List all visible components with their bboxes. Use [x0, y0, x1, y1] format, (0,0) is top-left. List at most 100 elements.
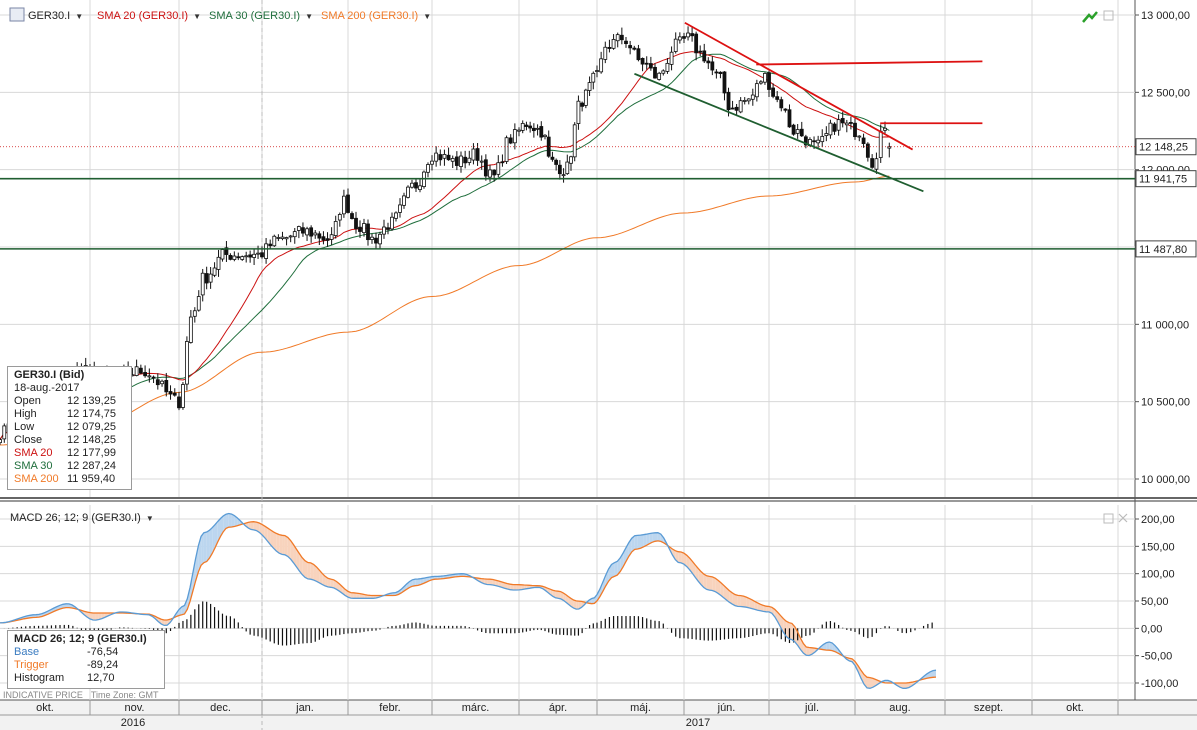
candle-body [406, 186, 410, 198]
month-label: júl. [804, 702, 819, 714]
macd-maximize-icon[interactable] [1103, 513, 1114, 524]
candle-body [787, 109, 792, 128]
sma200-label: SMA 200 (GER30.I) [321, 10, 419, 22]
candle-body [673, 38, 678, 52]
candle-body [256, 252, 260, 255]
macd-axis-label: -100,00 [1141, 678, 1178, 690]
candle-body [561, 174, 566, 177]
macd-fill-segment [307, 562, 311, 580]
candle-body [576, 100, 581, 124]
candle-body [342, 195, 346, 215]
macd-fill-segment [279, 534, 283, 555]
month-label: okt. [36, 702, 54, 714]
candle-body [746, 98, 751, 102]
candle-body [414, 182, 418, 189]
candle-body [378, 233, 382, 245]
macd-fill-segment [513, 584, 517, 591]
macd-histogram-group [3, 601, 933, 646]
macd-fill-segment [640, 534, 644, 549]
candle-body [488, 169, 492, 178]
macd-fill-segment [657, 532, 661, 542]
macd-fill-segment [754, 601, 758, 611]
cfd-logo-icon [9, 7, 25, 22]
month-label: dec. [210, 702, 231, 714]
info-row-low: Low 12 079,25 [14, 421, 116, 433]
macd-fill-segment [284, 535, 288, 557]
candle-body [386, 227, 390, 230]
candle-body [878, 130, 883, 158]
macd-fill-segment [597, 589, 600, 601]
candle-body [143, 372, 147, 377]
sma20-indicator-selector[interactable]: SMA 20 (GER30.I) ▼ [97, 10, 201, 22]
macd-fill-segment [873, 678, 876, 688]
candle-body [587, 82, 592, 91]
candle-body [292, 231, 297, 238]
candle-body [539, 126, 544, 138]
sma30-indicator-selector[interactable]: SMA 30 (GER30.I) ▼ [209, 10, 313, 22]
macd-fill-segment [333, 579, 337, 590]
macd-fill-segment [834, 645, 838, 654]
panel-maximize-icon[interactable] [1103, 10, 1114, 21]
macd-fill-segment [723, 585, 727, 601]
candle-body [232, 255, 237, 260]
candle-body [301, 227, 305, 234]
macd-fill-segment [672, 548, 676, 560]
candle-body [742, 100, 747, 102]
macd-fill-segment [305, 560, 308, 579]
macd-indicator-selector[interactable]: MACD 26; 12; 9 (GER30.I) ▼ [10, 512, 154, 524]
macd-fill-segment [484, 578, 488, 585]
macd-fill-segment [322, 573, 326, 586]
candle-body [329, 234, 334, 240]
candle-body [767, 72, 771, 90]
macd-close-icon[interactable] [1118, 513, 1128, 523]
macd-fill-segment [299, 553, 303, 575]
macd-fill-segment [712, 576, 716, 592]
macd-fill-segment [777, 612, 781, 627]
macd-fill-segment [715, 578, 718, 594]
candle-body [500, 161, 505, 164]
macd-fill-segment [643, 534, 647, 547]
candle-body [181, 384, 185, 408]
candle-body [276, 237, 281, 239]
macd-fill-segment [228, 513, 232, 528]
candle-body [164, 379, 169, 393]
candle-body [874, 158, 879, 170]
sma200-indicator-selector[interactable]: SMA 200 (GER30.I) ▼ [321, 10, 431, 22]
candle-body [296, 226, 301, 231]
macd-fill-segment [487, 579, 490, 585]
candle-body [147, 375, 152, 378]
candle-body [434, 152, 439, 162]
month-label: márc. [462, 702, 490, 714]
candle-body [366, 223, 370, 241]
candle-body [268, 243, 273, 247]
candle-body [450, 158, 455, 162]
macd-fill-segment [412, 579, 416, 587]
candle-body [832, 123, 837, 132]
macd-fill-segment [703, 574, 707, 590]
candle-body [677, 36, 682, 41]
macd-fill-segment [760, 604, 764, 612]
candle-body [883, 127, 887, 131]
instrument-selector[interactable]: GER30.I ▼ [28, 10, 83, 22]
macd-fill-segment [678, 551, 682, 563]
macd-fill-segment [316, 566, 320, 583]
candle-body [615, 34, 620, 42]
macd-fill-segment [749, 598, 752, 609]
candle-body [354, 217, 358, 229]
candle-body [374, 237, 378, 244]
macd-fill-segment [631, 535, 635, 552]
price-axis-label: 11 000,00 [1141, 319, 1189, 331]
macd-fill-segment [290, 540, 294, 563]
candle-body [346, 194, 350, 213]
candle-body [155, 379, 160, 386]
macd-info-row-histogram: Histogram 12,70 [14, 672, 115, 684]
candle-body [795, 129, 800, 134]
trend-tool-icon[interactable] [1082, 11, 1098, 23]
candle-body [517, 129, 521, 132]
candle-body [599, 58, 604, 73]
macd-fill-segment [806, 646, 810, 656]
candle-body [280, 236, 285, 240]
macd-fill-segment [310, 562, 314, 580]
macd-fill-segment [563, 592, 566, 603]
